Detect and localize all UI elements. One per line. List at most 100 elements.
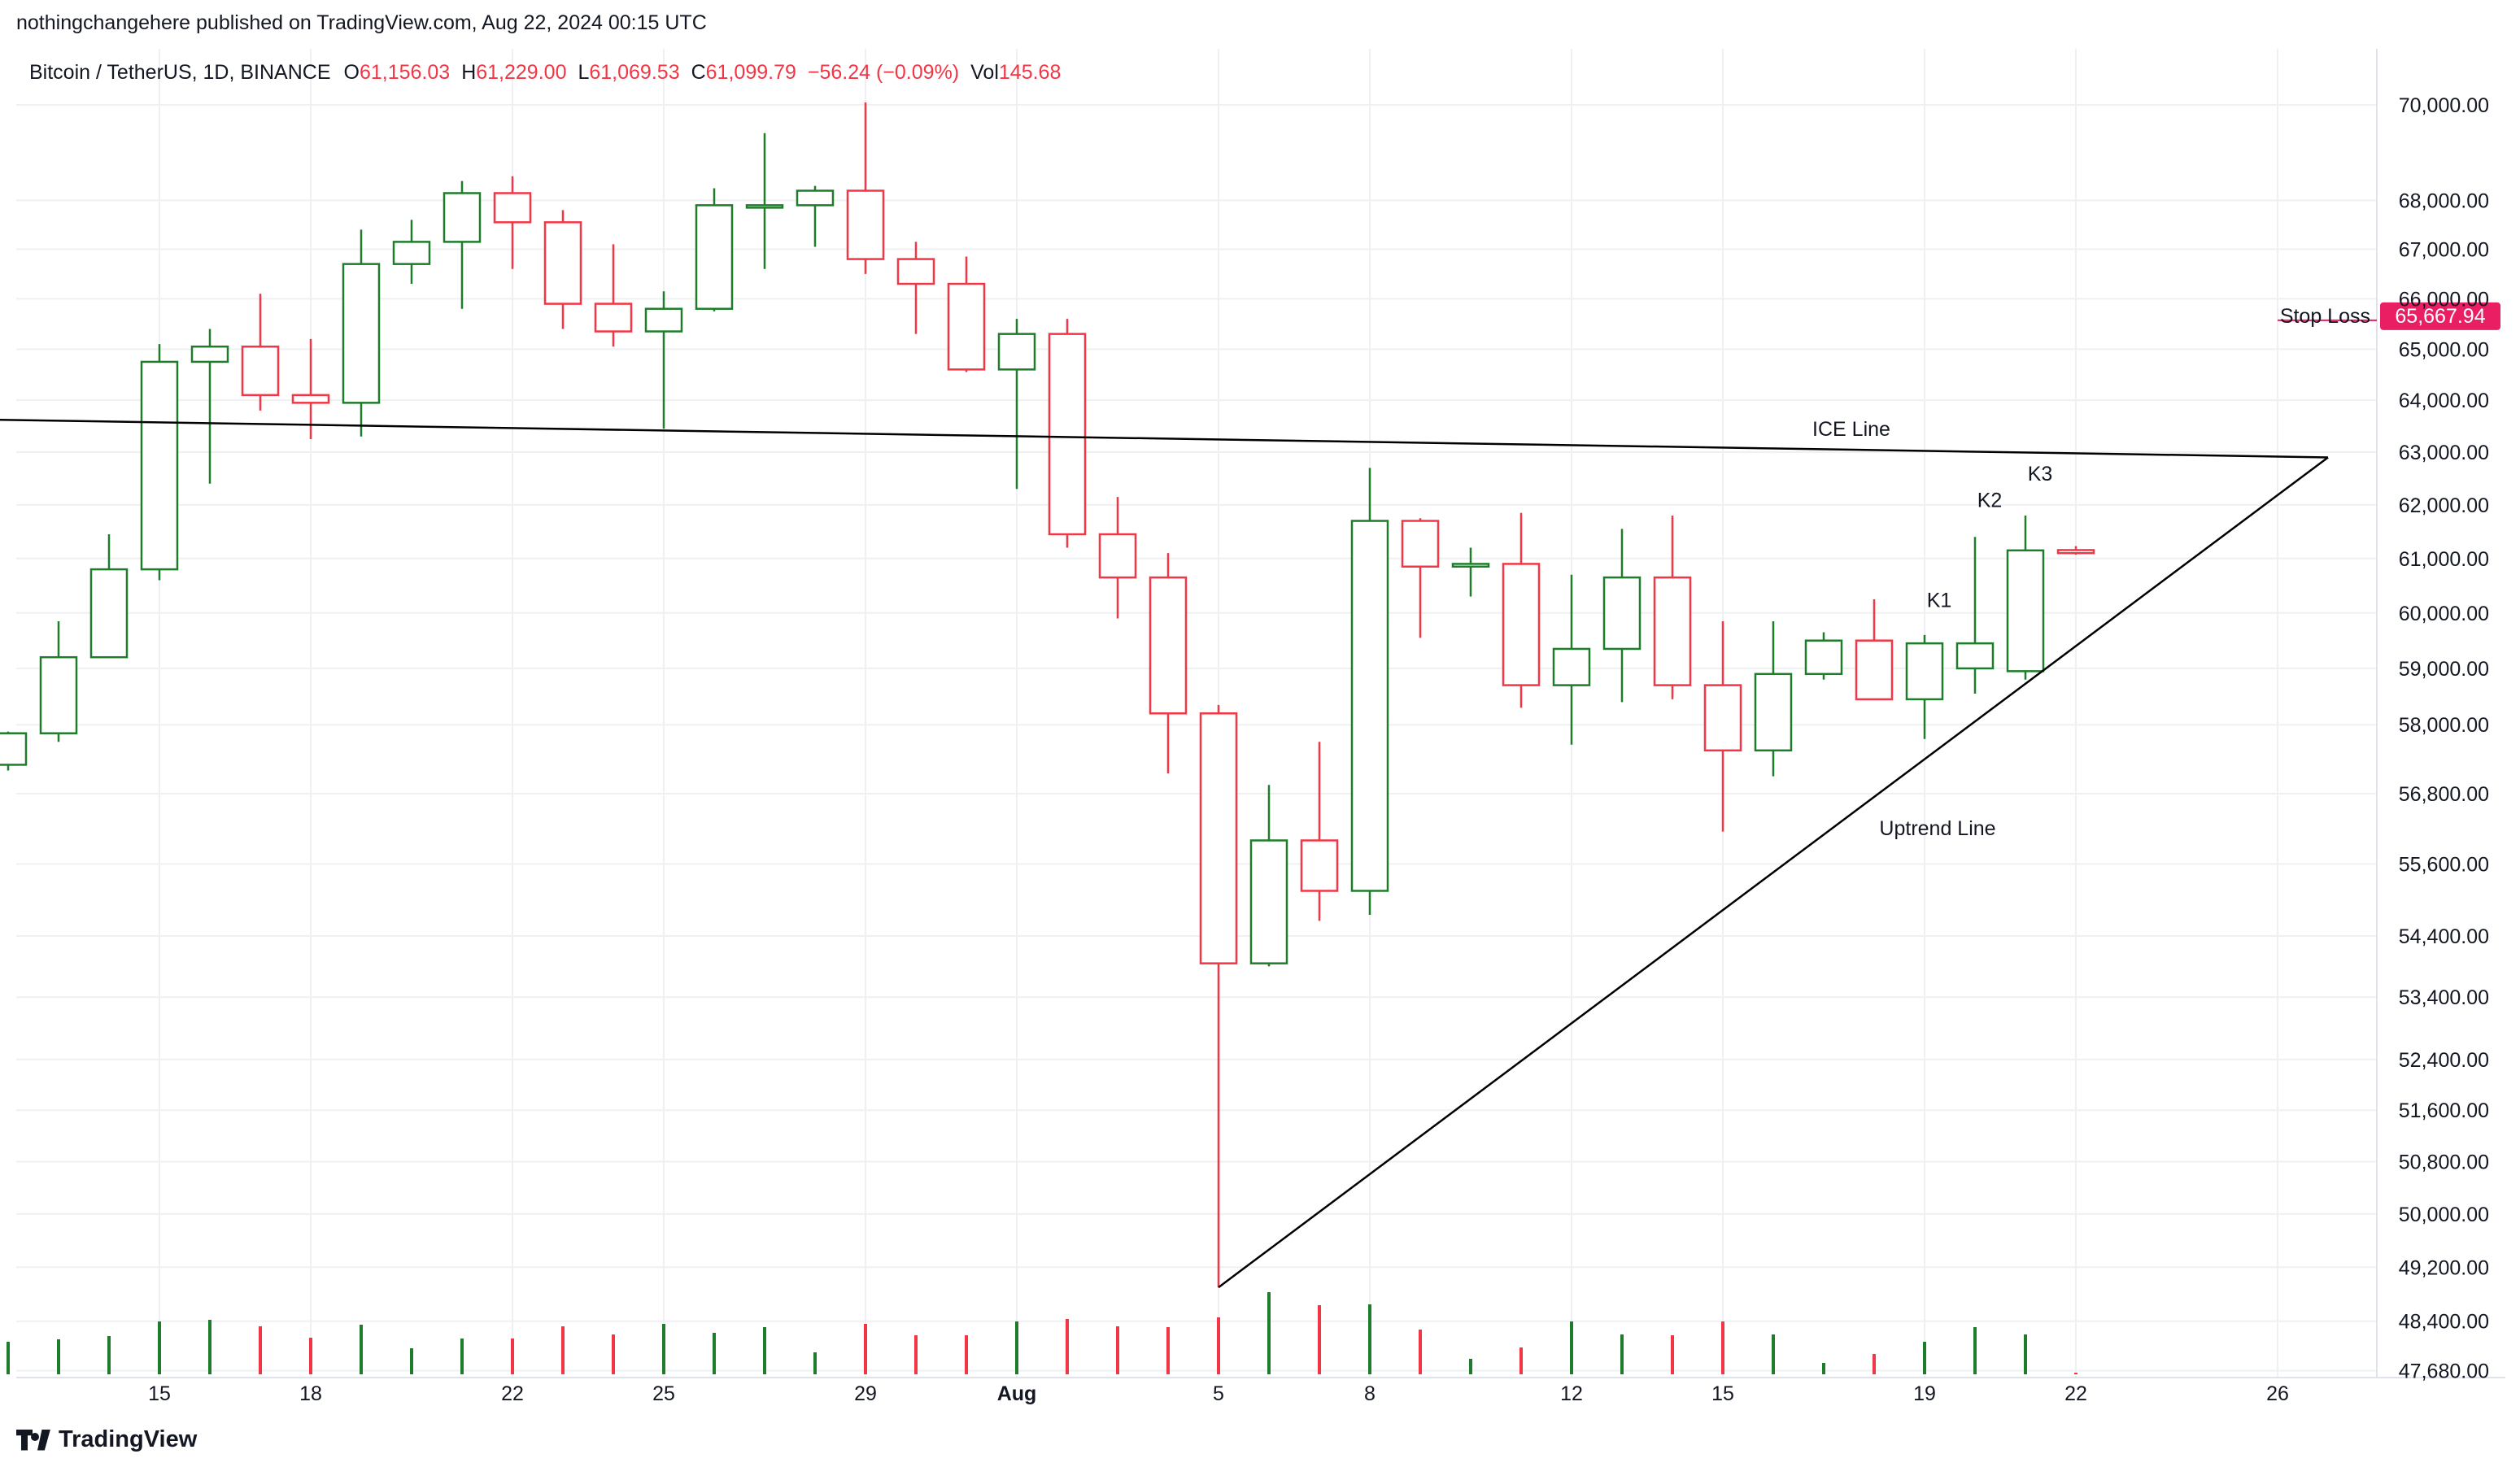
candle[interactable] [1855, 599, 1894, 701]
candle-body[interactable] [342, 263, 381, 404]
candle[interactable] [2056, 546, 2095, 555]
candle[interactable] [1905, 634, 1944, 739]
tradingview-logo[interactable]: TradingView [16, 1426, 197, 1453]
candle[interactable] [1401, 518, 1440, 638]
candle[interactable] [392, 220, 431, 285]
candle-body[interactable] [140, 360, 179, 571]
candle[interactable] [140, 344, 179, 581]
candle-body[interactable] [695, 204, 734, 310]
candle-body[interactable] [1350, 520, 1389, 892]
candle-body[interactable] [1249, 839, 1288, 964]
candle-body[interactable] [89, 568, 129, 659]
candle[interactable] [1249, 785, 1288, 967]
candle-body[interactable] [745, 204, 784, 209]
candle-body[interactable] [594, 303, 633, 333]
drawings[interactable]: ICE Line Uptrend Line Stop Loss 65,667.94 K1… [0, 302, 2500, 1289]
candle[interactable] [1552, 574, 1591, 745]
price-tick-label: 59,000.00 [2399, 658, 2489, 681]
candle-body[interactable] [796, 189, 835, 207]
candle-body[interactable] [543, 221, 582, 305]
uptrend-line-label: Uptrend Line [1879, 817, 1995, 840]
candle-body[interactable] [846, 189, 885, 260]
candle[interactable] [543, 210, 582, 329]
candle-body[interactable] [1502, 563, 1541, 686]
candle-body[interactable] [241, 345, 280, 397]
price-axis[interactable]: 70,000.00 68,000.00 67,000.00 66,000.00 65,0… [2399, 94, 2489, 1383]
candle[interactable] [1703, 620, 1742, 832]
price-tick-label: 58,000.00 [2399, 714, 2489, 737]
candle[interactable] [1804, 632, 1843, 680]
candle-body[interactable] [1905, 642, 1944, 701]
candle-body[interactable] [2006, 549, 2045, 673]
candle[interactable] [745, 133, 784, 269]
candle[interactable] [443, 181, 482, 309]
uptrend-line[interactable] [1218, 456, 2329, 1289]
candle-body[interactable] [1401, 520, 1440, 568]
candle[interactable] [644, 291, 683, 429]
candle[interactable] [1300, 742, 1339, 921]
candle[interactable] [241, 294, 280, 411]
candle-body[interactable] [0, 732, 28, 766]
ice-line[interactable] [0, 418, 2329, 459]
candle-body[interactable] [1300, 839, 1339, 892]
candle-body[interactable] [1451, 563, 1490, 568]
candle[interactable] [1350, 468, 1389, 915]
candle-body[interactable] [443, 192, 482, 243]
legend-low-label: L [578, 61, 589, 84]
candle-body[interactable] [1703, 684, 1742, 752]
candle-body[interactable] [1754, 673, 1793, 752]
candle[interactable] [1451, 547, 1490, 597]
stop-loss-price-badge[interactable] [2380, 302, 2500, 330]
candle-body[interactable] [1199, 712, 1238, 964]
candle[interactable] [1754, 620, 1793, 777]
candle-body[interactable] [493, 192, 532, 224]
candle-body[interactable] [947, 282, 986, 371]
candle[interactable] [947, 256, 986, 372]
candle-body[interactable] [1653, 576, 1692, 686]
candle[interactable] [1098, 497, 1137, 619]
candle[interactable] [1502, 512, 1541, 708]
candle[interactable] [1955, 537, 1995, 694]
candle[interactable] [2006, 515, 2045, 680]
candle-body[interactable] [1149, 576, 1188, 715]
candle-body[interactable] [1955, 642, 1995, 670]
candle[interactable] [1199, 704, 1238, 1288]
candle[interactable] [1653, 515, 1692, 699]
candle[interactable] [342, 229, 381, 437]
candle-body[interactable] [1602, 576, 1641, 651]
candle[interactable] [1048, 319, 1087, 548]
candle[interactable] [846, 102, 885, 274]
candle[interactable] [291, 338, 330, 439]
candle-body[interactable] [1804, 639, 1843, 676]
candle[interactable] [695, 188, 734, 311]
candle[interactable] [896, 242, 935, 334]
candle[interactable] [493, 176, 532, 269]
candle-body[interactable] [2056, 549, 2095, 555]
candle-body[interactable] [644, 307, 683, 333]
time-tick-label: 29 [854, 1382, 877, 1405]
candle-body[interactable] [190, 345, 229, 363]
candle[interactable] [1602, 529, 1641, 703]
candle-body[interactable] [1048, 333, 1087, 536]
price-tick-label: 67,000.00 [2399, 238, 2489, 261]
candle[interactable] [796, 185, 835, 247]
candle-body[interactable] [291, 394, 330, 404]
candle[interactable] [997, 319, 1036, 490]
time-axis[interactable]: 15 18 22 25 29 Aug 5 8 12 15 19 22 26 [148, 1382, 2289, 1405]
price-tick-label: 54,400.00 [2399, 925, 2489, 948]
candle-body[interactable] [392, 241, 431, 265]
candle[interactable] [1149, 553, 1188, 774]
candle[interactable] [190, 329, 229, 484]
candle[interactable] [89, 533, 129, 659]
candle-body[interactable] [997, 333, 1036, 371]
candlesticks[interactable] [0, 102, 2095, 1288]
candle[interactable] [0, 731, 28, 771]
candle-body[interactable] [1098, 533, 1137, 579]
candle-body[interactable] [39, 655, 78, 734]
candle[interactable] [39, 620, 78, 742]
candle-body[interactable] [1855, 639, 1894, 701]
candle-body[interactable] [896, 258, 935, 285]
candle-body[interactable] [1552, 647, 1591, 686]
candle[interactable] [594, 244, 633, 347]
